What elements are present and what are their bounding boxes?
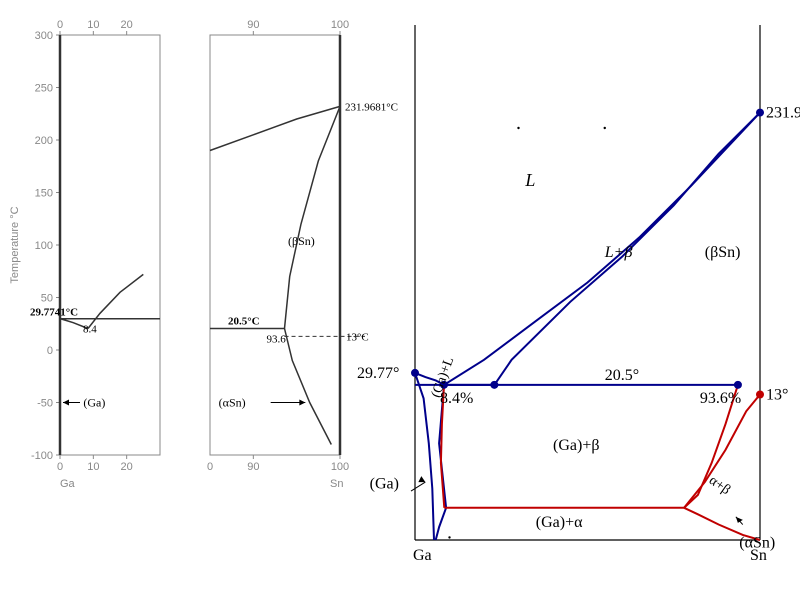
region-L: L <box>524 170 535 190</box>
phase-point <box>490 381 498 389</box>
region-alphabeta: α+β <box>706 473 733 498</box>
temp-sn-melt: 231.97° <box>766 105 800 122</box>
xtick-label: 90 <box>247 461 259 473</box>
xtick-label: 10 <box>87 19 99 31</box>
region-ga-label: (Ga) <box>83 396 105 410</box>
region-alpha-label: (αSn) <box>219 396 246 410</box>
region-beta-label: (βSn) <box>288 234 315 248</box>
solidus-beta <box>285 106 341 328</box>
solvus-beta <box>285 329 332 445</box>
xtick-label: 0 <box>57 19 63 31</box>
xtick-label: 100 <box>331 19 349 31</box>
pct-93-6: 93.6% <box>700 390 741 407</box>
region-betaSn: (βSn) <box>705 244 741 261</box>
phase-diagram-canvas: -100 -50 0 50 100 150 200 250 300 0 0 10 10 20 20 Tempe… <box>0 0 800 600</box>
left-panel1-frame <box>60 35 160 455</box>
ytick-label: 150 <box>35 188 53 200</box>
region-Lbeta: L+β <box>604 244 633 261</box>
arrow-icon <box>736 517 743 523</box>
xtick-label: 0 <box>57 461 63 473</box>
ytick-label: -100 <box>31 450 53 462</box>
phase-point <box>734 381 742 389</box>
ytick-label: 50 <box>41 293 53 305</box>
region-Gabeta: (Ga)+β <box>553 437 599 454</box>
liquidus-sn <box>210 106 340 150</box>
xtick-label: 90 <box>247 19 259 31</box>
arrow-icon <box>418 476 425 482</box>
region-Gaalpha: (Ga)+α <box>536 514 583 531</box>
temp-ga-melt: 29.77° <box>357 365 399 382</box>
transition-temp-label: 13°C <box>346 331 369 343</box>
phase-point <box>411 369 419 377</box>
y-axis-label: Temperature °C <box>9 206 21 283</box>
ytick-label: 250 <box>35 83 53 95</box>
melt-temp-label: 231.9681°C <box>345 101 398 113</box>
xtick-label: 20 <box>121 19 133 31</box>
temp-eutectic: 20.5° <box>605 367 639 384</box>
xtick-label: 20 <box>121 461 133 473</box>
ga-solvus <box>415 373 434 540</box>
phase-point <box>756 109 764 117</box>
eutectic-temp-label: 20.5°C <box>228 315 260 327</box>
transition-point <box>756 391 764 399</box>
region-Ga: (Ga) <box>370 476 399 493</box>
xtick-label: 10 <box>87 461 99 473</box>
ytick-label: 300 <box>35 30 53 42</box>
x-axis-label-sn: Sn <box>330 478 343 490</box>
ytick-label: 100 <box>35 240 53 252</box>
transition-x-label: 93.6 <box>267 333 287 345</box>
region-alphaSn: (αSn) <box>739 535 775 552</box>
left-panel2-frame <box>210 35 340 455</box>
eutectic-x-label: 8.4 <box>83 324 97 336</box>
solvus-curve <box>88 274 143 328</box>
ytick-label: -50 <box>37 398 53 410</box>
ytick-label: 0 <box>47 345 53 357</box>
xtick-label: 0 <box>207 461 213 473</box>
ytick-label: 200 <box>35 135 53 147</box>
x-axis-label-ga: Ga <box>60 478 76 490</box>
xtick-label: 100 <box>331 461 349 473</box>
temp-transition: 13° <box>766 387 788 404</box>
temp-label-ga: 29.7741°C <box>30 307 78 319</box>
x-label-ga: Ga <box>413 547 432 564</box>
